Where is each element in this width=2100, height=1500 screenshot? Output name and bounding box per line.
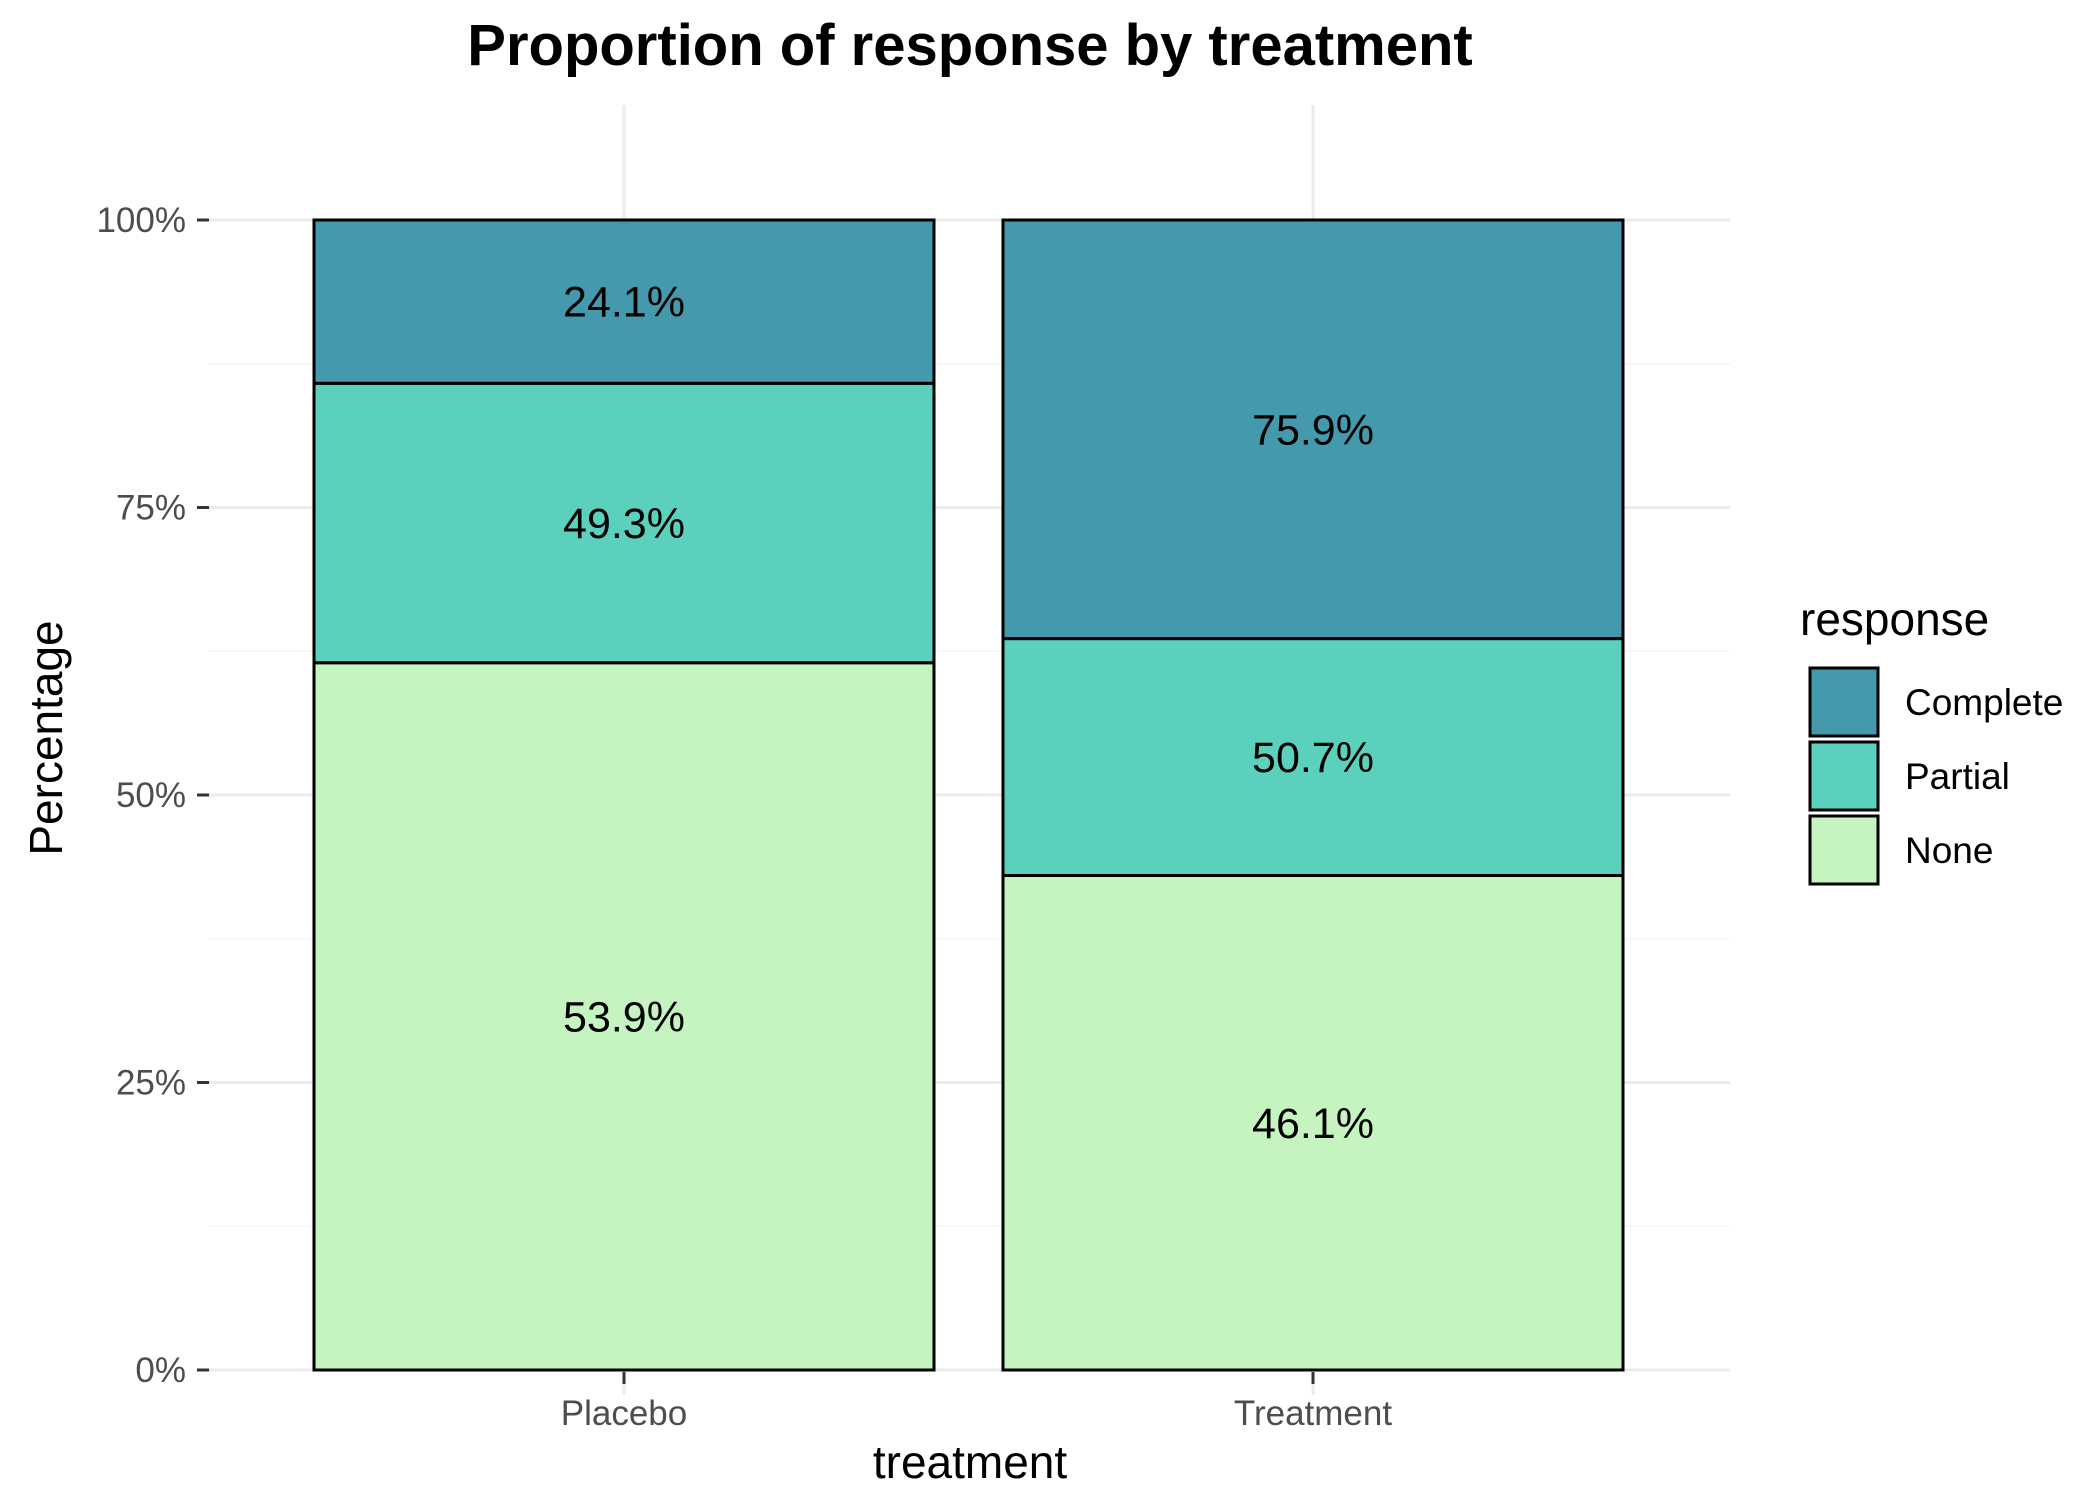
y-tick-label: 100% [96,201,186,240]
legend-key-none [1808,814,1880,886]
x-tick-label: Treatment [1234,1394,1392,1433]
bar-segment-partial-treatment [1001,637,1625,877]
legend-title: response [1800,593,1989,645]
x-tick-label: Placebo [561,1394,687,1433]
bar-segment-complete-treatment [1001,218,1625,641]
bar-segment-none-treatment [1001,874,1625,1372]
chart-title: Proportion of response by treatment [467,13,1472,78]
legend-label-complete: Complete [1905,682,2063,723]
bar-label: 49.3% [563,500,685,548]
x-axis-title: treatment [873,1436,1068,1488]
legend-label-partial: Partial [1905,756,2010,797]
bars: 53.9% 49.3% 24.1% 46.1% 50.7% 75.9% [312,218,1625,1372]
legend-label-none: None [1905,830,1993,871]
legend-key-partial [1808,740,1880,812]
bar-label: 46.1% [1252,1100,1374,1148]
bar-segment-complete-placebo [312,218,936,385]
legend-key-complete [1808,666,1880,738]
bar-label: 53.9% [563,993,685,1041]
y-tick-label: 75% [116,489,186,528]
legend: response Complete Partial None [1800,593,2063,886]
axis-ticks: 0% 25% 50% 75% 100% Placebo Treatment [96,201,1392,1433]
bar-label: 75.9% [1252,406,1374,454]
y-axis-title: Percentage [20,620,72,855]
y-tick-label: 50% [116,776,186,815]
bar-label: 24.1% [563,279,685,327]
y-tick-label: 25% [116,1064,186,1103]
bar-segment-none-placebo [312,661,936,1372]
bar-segment-partial-placebo [312,381,936,665]
bar-label: 50.7% [1252,734,1374,782]
y-tick-label: 0% [135,1351,186,1390]
